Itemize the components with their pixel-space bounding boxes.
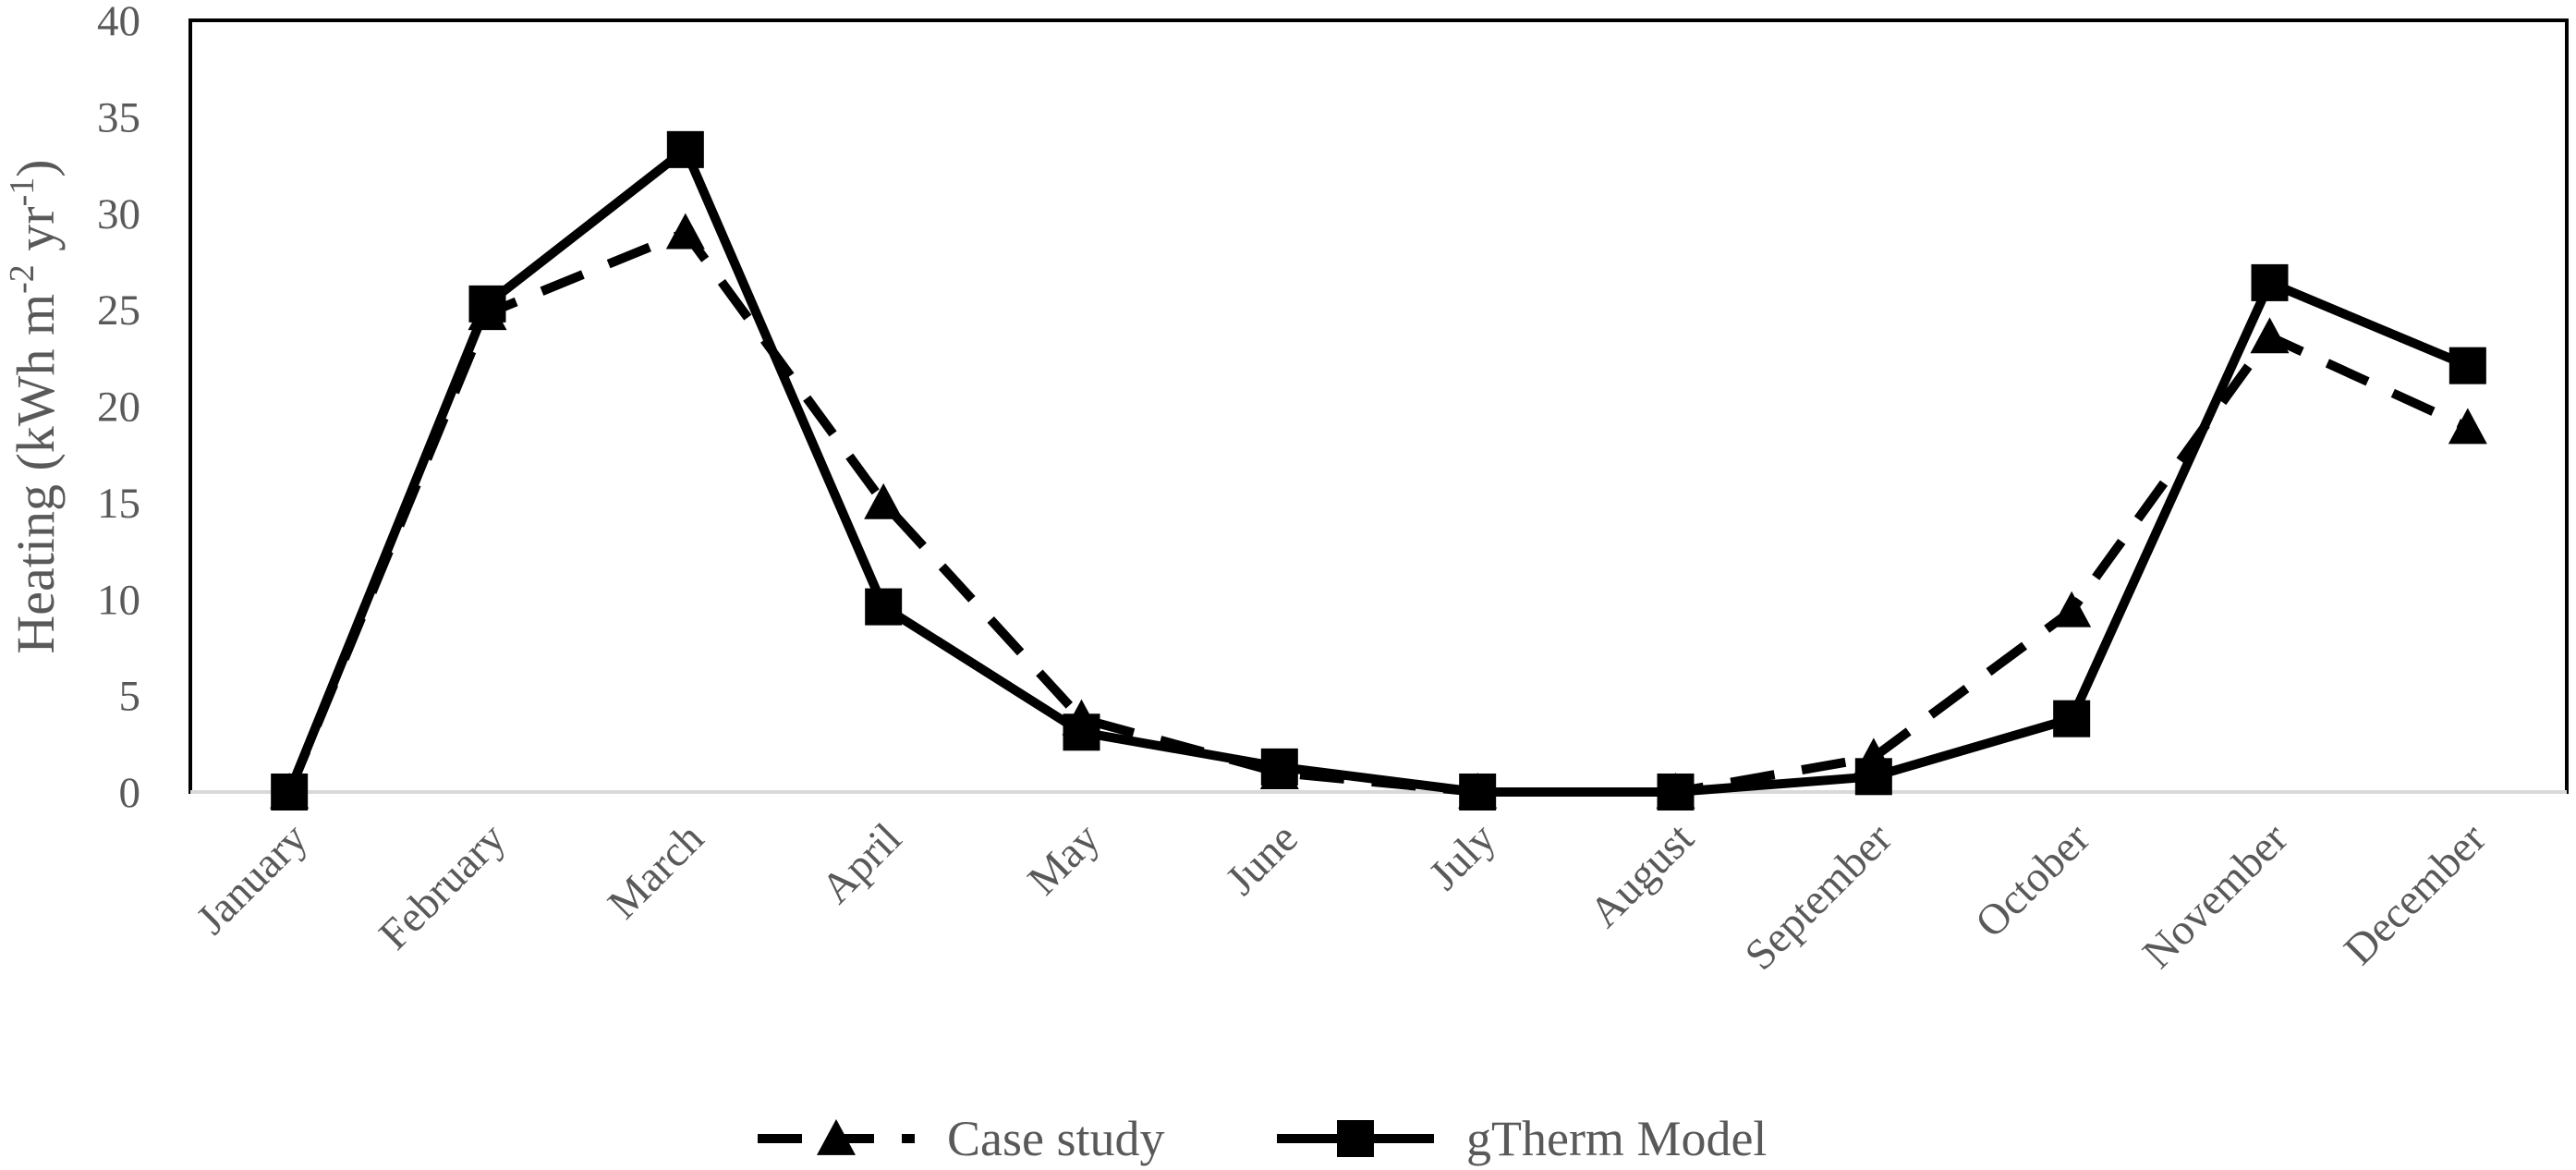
- data-point: [2448, 408, 2487, 445]
- data-point: [271, 774, 309, 810]
- data-point: [2053, 700, 2091, 737]
- x-tick-label: December: [2335, 814, 2496, 975]
- series-case-study: [270, 213, 2487, 809]
- x-tick-label: September: [1736, 814, 1902, 980]
- y-tick-label: 10: [97, 576, 140, 624]
- data-point: [468, 285, 506, 323]
- y-tick-label: 40: [97, 0, 140, 45]
- data-point: [665, 213, 705, 250]
- x-tick-labels: January February March April May June July Augu…: [188, 814, 2496, 980]
- y-axis-title-main: Heating (kWh m: [6, 294, 66, 654]
- series-gtherm-model: [271, 130, 2486, 810]
- series-layer: [270, 130, 2487, 810]
- y-axis-title-sup-2: -1: [3, 177, 42, 207]
- data-point: [1459, 774, 1497, 810]
- y-tick-label: 15: [97, 480, 140, 528]
- y-tick-label: 25: [97, 286, 140, 335]
- y-tick-label: 5: [119, 673, 141, 721]
- series-line: [285, 144, 2470, 797]
- legend: Case study gTherm Model: [758, 1111, 1767, 1166]
- x-tick-label: May: [1019, 814, 1110, 905]
- data-point: [2251, 263, 2289, 301]
- x-tick-label: March: [599, 814, 713, 929]
- x-tick-label: June: [1217, 814, 1307, 905]
- legend-label: gTherm Model: [1466, 1111, 1767, 1166]
- x-tick-label: January: [188, 814, 317, 944]
- y-tick-labels: 0 5 10 15 20 25 30 35 40: [97, 0, 140, 817]
- y-axis-title-end: ): [6, 159, 66, 177]
- y-axis-title: Heating (kWh m-2 yr-1): [3, 159, 66, 653]
- y-tick-label: 30: [97, 190, 140, 238]
- x-tick-label: November: [2133, 814, 2297, 978]
- legend-item: gTherm Model: [1277, 1111, 1767, 1166]
- data-point: [1657, 774, 1695, 810]
- legend-marker: [1337, 1120, 1374, 1157]
- legend-label: Case study: [947, 1111, 1165, 1166]
- y-axis-title-mid: yr: [6, 206, 66, 264]
- data-point: [864, 482, 904, 519]
- y-axis-title-sup-1: -2: [3, 264, 42, 294]
- data-point: [1854, 758, 1892, 796]
- data-point: [666, 130, 704, 168]
- data-point: [2052, 591, 2092, 628]
- data-point: [1260, 748, 1298, 786]
- x-tick-label: October: [1966, 814, 2099, 947]
- x-tick-label: April: [812, 814, 911, 913]
- data-point: [1063, 713, 1100, 751]
- data-point: [2448, 347, 2486, 384]
- y-tick-label: 0: [119, 769, 141, 817]
- x-tick-label: February: [371, 814, 516, 959]
- data-point: [865, 588, 903, 626]
- y-tick-label: 20: [97, 384, 140, 432]
- y-tick-label: 35: [97, 93, 140, 141]
- data-point: [2250, 317, 2290, 354]
- series-line: [285, 227, 2470, 797]
- legend-marker: [817, 1119, 856, 1155]
- legend-item: Case study: [758, 1111, 1165, 1166]
- x-tick-label: July: [1420, 814, 1506, 900]
- x-tick-label: August: [1580, 814, 1703, 937]
